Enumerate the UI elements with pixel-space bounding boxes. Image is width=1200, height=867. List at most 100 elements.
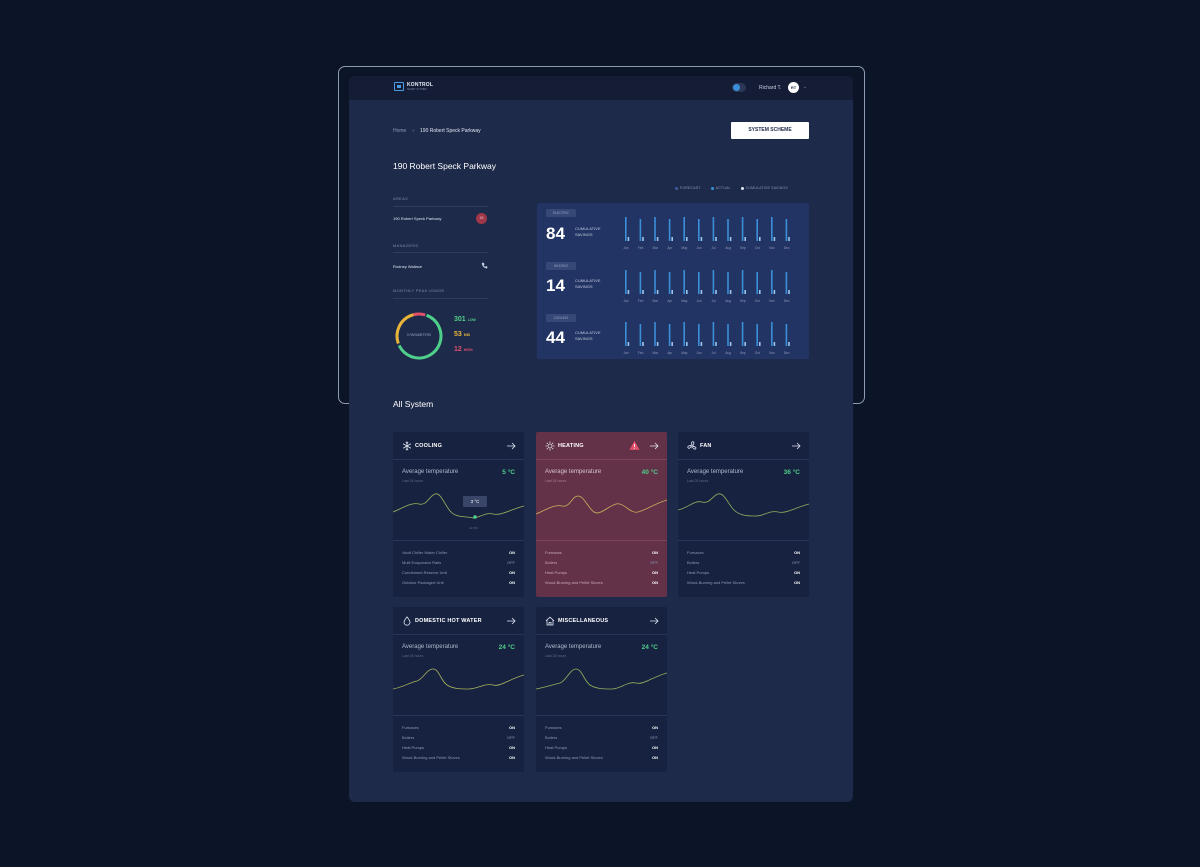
savings-label-heating: CUMULATIVE SAVINGS (575, 278, 601, 289)
bar-forecast (654, 322, 656, 346)
status-row: Boilers OFF (402, 735, 515, 740)
bar-forecast (727, 219, 729, 241)
breadcrumb: Home › 190 Robert Speck Parkway (393, 128, 481, 134)
area-value[interactable]: 190 Robert Speck Parkway (393, 216, 442, 221)
bar-forecast (771, 322, 773, 346)
temperature-line (393, 668, 524, 690)
savings-panel: ELECTRIC 84 CUMULATIVE SAVINGS Jan Feb Mar A… (537, 203, 809, 359)
card-header: MISCELLANEOUS (536, 607, 667, 635)
card-header: HEATING (536, 432, 667, 460)
fan-icon (687, 441, 697, 450)
chart-point[interactable] (473, 515, 477, 519)
bar-actual (656, 290, 659, 294)
month-label: Nov (769, 351, 775, 355)
divider (536, 540, 667, 541)
avg-temp-label: Average temperature (545, 469, 602, 475)
month-label: Jun (696, 246, 701, 250)
temperature-line-chart (393, 668, 524, 690)
bar-actual (759, 290, 761, 294)
snowflake-icon (402, 441, 412, 451)
usage-mid-unit: MID (463, 333, 471, 337)
chevron-down-icon[interactable]: ⌄ (803, 84, 808, 90)
month-label: Sep (740, 351, 746, 355)
bar-forecast (668, 219, 671, 241)
card-fan[interactable]: FAN Average temperature Last 24 hours 36… (678, 432, 809, 597)
usage-low-unit: LOW (467, 318, 476, 322)
bar-actual (671, 290, 673, 294)
month-label: Feb (638, 351, 644, 355)
divider (393, 206, 488, 207)
bar-actual (627, 342, 630, 346)
bar-forecast (712, 270, 715, 294)
warning-icon[interactable] (629, 440, 640, 451)
month-label: Dec (784, 246, 790, 250)
avg-temp-sub: Last 24 hours (402, 654, 424, 658)
bar-forecast (771, 217, 773, 241)
avg-temp-sub: Last 24 hours (687, 479, 709, 483)
system-scheme-button[interactable]: SYSTEM SCHEME (731, 122, 809, 139)
arrow-right-icon[interactable] (791, 441, 801, 451)
divider (536, 715, 667, 716)
month-label: Feb (638, 246, 644, 250)
drop-icon (403, 616, 411, 626)
month-label: Aug (725, 351, 731, 355)
status-row: Wood-Burning and Pellet Stoves ON (545, 580, 658, 585)
phone-icon[interactable] (481, 262, 488, 269)
bar-actual (729, 237, 732, 241)
month-label: Aug (725, 246, 731, 250)
card-heating[interactable]: HEATING Average temperature Last 24 hour… (536, 432, 667, 597)
temperature-line-chart (678, 493, 809, 517)
card-cooling[interactable]: COOLING Average temperature Last 24 hour… (393, 432, 524, 597)
bar-forecast (639, 272, 642, 294)
arrow-right-icon[interactable] (649, 616, 659, 626)
bar-actual (788, 237, 790, 241)
bar-forecast (683, 322, 685, 346)
chart-tooltip: 3 °C (463, 496, 487, 507)
bar-actual (715, 342, 717, 346)
managers-label: MANAGERS (393, 243, 419, 248)
logo[interactable]: KONTROL SMART SYSTEM (394, 82, 433, 91)
bar-actual (656, 237, 659, 241)
status-row: Heat Pumps ON (545, 570, 658, 575)
bar-actual (729, 290, 732, 294)
bar-actual (686, 342, 688, 346)
card-domestic-hot-water[interactable]: DOMESTIC HOT WATER Average temperature L… (393, 607, 524, 772)
peak-usage-label: MONTHLY PEAK USAGE (393, 288, 445, 293)
temperature-line (678, 493, 809, 517)
breadcrumb-home[interactable]: Home (393, 128, 407, 134)
month-label: Sep (740, 246, 746, 250)
temperature-line-chart (393, 493, 524, 519)
sun-icon (545, 441, 555, 451)
month-label: Jul (712, 299, 716, 303)
arrow-right-icon[interactable] (506, 616, 516, 626)
month-label: Jul (712, 246, 716, 250)
avg-temp-value: 5 °C (502, 469, 515, 476)
bar-actual (759, 342, 761, 346)
bar-actual (656, 342, 659, 346)
status-row: Multi Evaporator Rails OFF (402, 560, 515, 565)
bar-actual (700, 342, 703, 346)
month-label: Mar (652, 246, 658, 250)
card-miscellaneous[interactable]: MISCELLANEOUS Average temperature Last 2… (536, 607, 667, 772)
theme-toggle[interactable] (732, 83, 746, 92)
month-label: Apr (667, 246, 673, 250)
month-label: May (681, 246, 687, 250)
logo-text: KONTROL (407, 81, 434, 88)
bar-actual (686, 237, 688, 241)
arrow-right-icon[interactable] (649, 441, 659, 451)
bar-actual (744, 342, 746, 346)
bar-forecast (668, 324, 671, 346)
avatar[interactable]: RT (788, 82, 799, 93)
usage-high-value: 12 (454, 346, 462, 353)
arrow-right-icon[interactable] (506, 441, 516, 451)
legend-actual: ACTUAL (710, 186, 731, 190)
user-name[interactable]: Richard T. (759, 85, 782, 91)
bar-forecast (639, 324, 642, 346)
avg-temp-sub: Last 24 hours (545, 654, 567, 658)
bar-actual (788, 342, 790, 346)
divider (393, 715, 524, 716)
avg-temp-sub: Last 24 hours (545, 479, 567, 483)
status-row: Furnaces ON (687, 550, 800, 555)
usage-low-value: 301 (454, 316, 466, 323)
areas-label: AREAS (393, 196, 409, 201)
